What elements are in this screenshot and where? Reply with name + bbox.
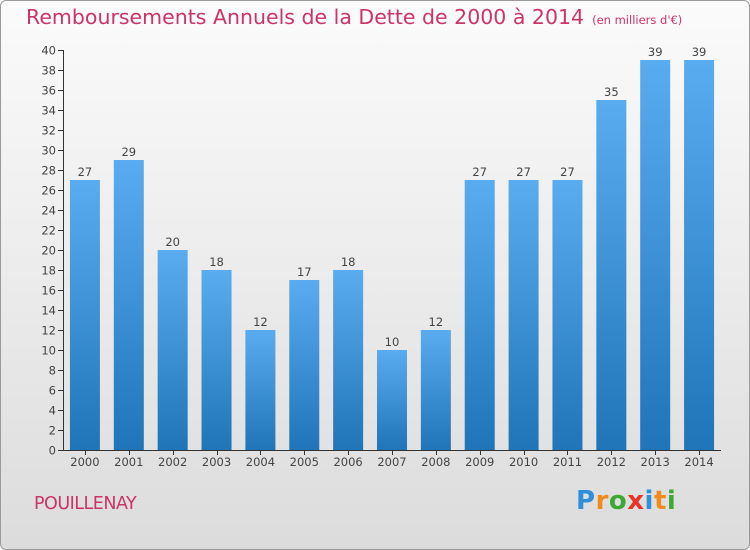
y-tick-label: 38 xyxy=(41,64,56,78)
y-tick-label: 20 xyxy=(41,244,56,258)
title-text: Remboursements Annuels de la Dette de 20… xyxy=(26,5,585,29)
data-labels: 27 29 20 18 12 17 18 10 12 27 27 27 35 39 39 xyxy=(78,45,707,349)
x-tick-label: 2014 xyxy=(684,455,713,469)
x-tick-label: 2012 xyxy=(597,455,626,469)
bar xyxy=(552,180,583,450)
y-tick-label: 40 xyxy=(41,44,56,58)
logo-letter: P xyxy=(576,486,596,516)
bar-value-label: 27 xyxy=(78,165,93,179)
x-tick-label: 2006 xyxy=(333,455,362,469)
x-tick-label: 2007 xyxy=(377,455,406,469)
bar-value-label: 10 xyxy=(385,335,400,349)
y-tick-label: 2 xyxy=(49,424,56,438)
x-tick-label: 2011 xyxy=(553,455,582,469)
x-tick-label: 2013 xyxy=(641,455,670,469)
y-tick-label: 24 xyxy=(41,204,56,218)
bar xyxy=(333,270,364,450)
bar xyxy=(113,160,144,450)
chart-subtitle: (en milliers d'€) xyxy=(592,13,683,27)
y-tick-label: 16 xyxy=(41,284,56,298)
y-tick-label: 26 xyxy=(41,184,56,198)
bar xyxy=(69,180,100,450)
y-tick-label: 4 xyxy=(49,404,56,418)
bar xyxy=(640,60,671,450)
x-tick-label: 2005 xyxy=(290,455,319,469)
y-tick-label: 8 xyxy=(49,364,56,378)
bar xyxy=(420,330,451,450)
logo-letter: r xyxy=(595,486,609,516)
logo-letter: o xyxy=(608,486,628,516)
y-tick-label: 36 xyxy=(41,84,56,98)
bars xyxy=(69,60,715,450)
bar-value-label: 12 xyxy=(253,315,268,329)
x-tick-label: 2010 xyxy=(509,455,538,469)
bar xyxy=(201,270,232,450)
bar xyxy=(377,350,407,450)
logo-letter: t xyxy=(653,486,667,516)
place-name: POUILLENAY xyxy=(34,494,137,514)
bar-value-label: 12 xyxy=(429,315,444,329)
bar-value-label: 39 xyxy=(692,45,707,59)
bar xyxy=(684,60,715,450)
y-tick-label: 0 xyxy=(49,444,56,458)
bar xyxy=(464,180,495,450)
bar xyxy=(245,330,276,450)
logo-letter: i xyxy=(666,486,677,516)
bar-value-label: 29 xyxy=(121,145,136,159)
bar-value-label: 18 xyxy=(341,255,356,269)
bar-value-label: 35 xyxy=(604,85,619,99)
y-tick-label: 30 xyxy=(41,144,56,158)
x-tick-label: 2001 xyxy=(114,455,143,469)
bar xyxy=(157,250,188,450)
x-tick-label: 2000 xyxy=(70,455,99,469)
y-tick-label: 18 xyxy=(41,264,56,278)
proxiti-logo: Proxiti xyxy=(576,486,676,516)
x-tick-label: 2004 xyxy=(246,455,275,469)
x-axis-ticks: 2000 2001 2002 2003 2004 2005 2006 2007 2008 2009… xyxy=(70,450,714,469)
y-tick-label: 28 xyxy=(41,164,56,178)
y-tick-label: 12 xyxy=(41,324,56,338)
bar-value-label: 27 xyxy=(472,165,487,179)
y-tick-label: 14 xyxy=(41,304,56,318)
x-tick-label: 2002 xyxy=(158,455,187,469)
bar xyxy=(508,180,539,450)
y-tick-label: 32 xyxy=(41,124,56,138)
y-tick-label: 10 xyxy=(41,344,56,358)
x-tick-label: 2009 xyxy=(465,455,494,469)
bar-value-label: 39 xyxy=(648,45,663,59)
logo-letter: i xyxy=(644,486,654,516)
y-tick-label: 34 xyxy=(41,104,56,118)
chart-title: Remboursements Annuels de la Dette de 20… xyxy=(26,5,682,29)
bar-value-label: 27 xyxy=(560,165,575,179)
y-tick-label: 22 xyxy=(41,224,56,238)
x-tick-label: 2008 xyxy=(421,455,450,469)
logo-letter: x xyxy=(627,486,645,516)
bar-value-label: 27 xyxy=(516,165,531,179)
bar-value-label: 18 xyxy=(209,255,224,269)
bar xyxy=(289,280,320,450)
bar xyxy=(596,100,627,450)
x-tick-label: 2003 xyxy=(202,455,231,469)
bar-value-label: 20 xyxy=(165,235,180,249)
y-tick-label: 6 xyxy=(49,384,56,398)
bar-value-label: 17 xyxy=(297,265,312,279)
